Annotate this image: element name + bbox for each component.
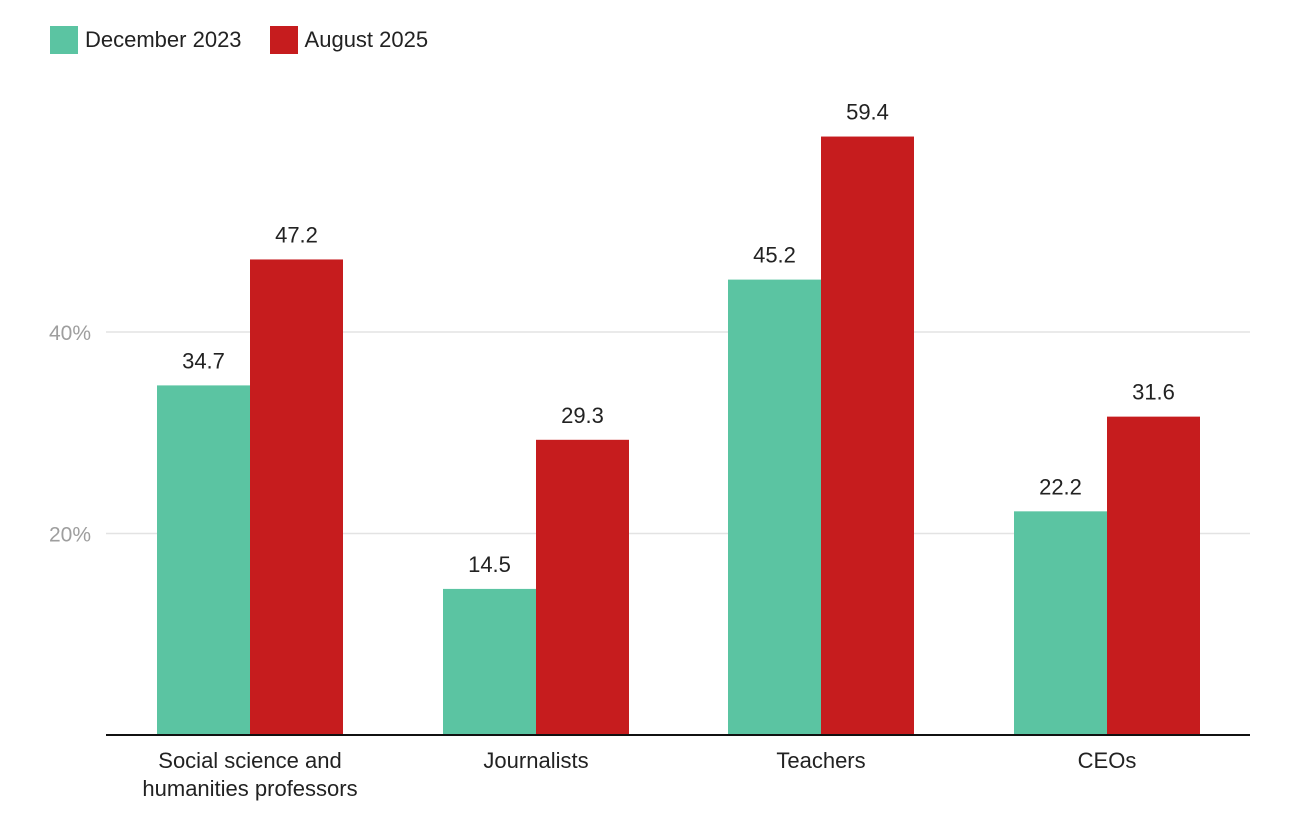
- y-tick-label-20: 20%: [49, 524, 91, 547]
- value-label-series0-cat0: 34.7: [182, 348, 225, 373]
- value-label-series1-cat1: 29.3: [561, 403, 604, 428]
- category-label-0-line-0: Social science and: [158, 748, 341, 773]
- bars: [157, 136, 1200, 736]
- x-axis: Social science and humanities professors J…: [106, 734, 1250, 801]
- bar-series1-cat0: [250, 259, 343, 735]
- bar-series1-cat3: [1107, 416, 1200, 735]
- y-tick-label-40: 40%: [49, 322, 91, 345]
- bar-series0-cat0: [157, 385, 250, 735]
- category-label-2-line-0: Teachers: [776, 748, 865, 773]
- value-label-series1-cat0: 47.2: [275, 222, 318, 247]
- category-label-0-line-1: humanities professors: [142, 776, 357, 801]
- bar-series0-cat3: [1014, 511, 1107, 735]
- value-label-series0-cat2: 45.2: [753, 243, 796, 268]
- legend-swatch-december-2023: [50, 26, 78, 54]
- legend-label-august-2025: August 2025: [304, 27, 429, 52]
- value-labels: 34.7 47.2 14.5 29.3 45.2 59.4 22.2 31.6: [182, 100, 1175, 577]
- value-label-series1-cat3: 31.6: [1132, 380, 1175, 405]
- legend-item-december-2023: December 2023: [50, 26, 242, 54]
- value-label-series1-cat2: 59.4: [846, 100, 889, 125]
- category-label-1-line-0: Journalists: [483, 748, 588, 773]
- legend-swatch-august-2025: [269, 26, 298, 54]
- value-label-series0-cat3: 22.2: [1039, 474, 1082, 499]
- bar-series1-cat2: [821, 136, 914, 736]
- legend-item-august-2025: August 2025: [269, 26, 429, 54]
- bar-series1-cat1: [536, 439, 629, 735]
- value-label-series0-cat1: 14.5: [468, 552, 511, 577]
- category-label-3-line-0: CEOs: [1078, 748, 1137, 773]
- bar-series0-cat2: [728, 279, 821, 735]
- bar-series0-cat1: [443, 588, 536, 735]
- legend-label-december-2023: December 2023: [85, 27, 242, 52]
- chart-legend: December 2023 August 2025: [50, 24, 456, 56]
